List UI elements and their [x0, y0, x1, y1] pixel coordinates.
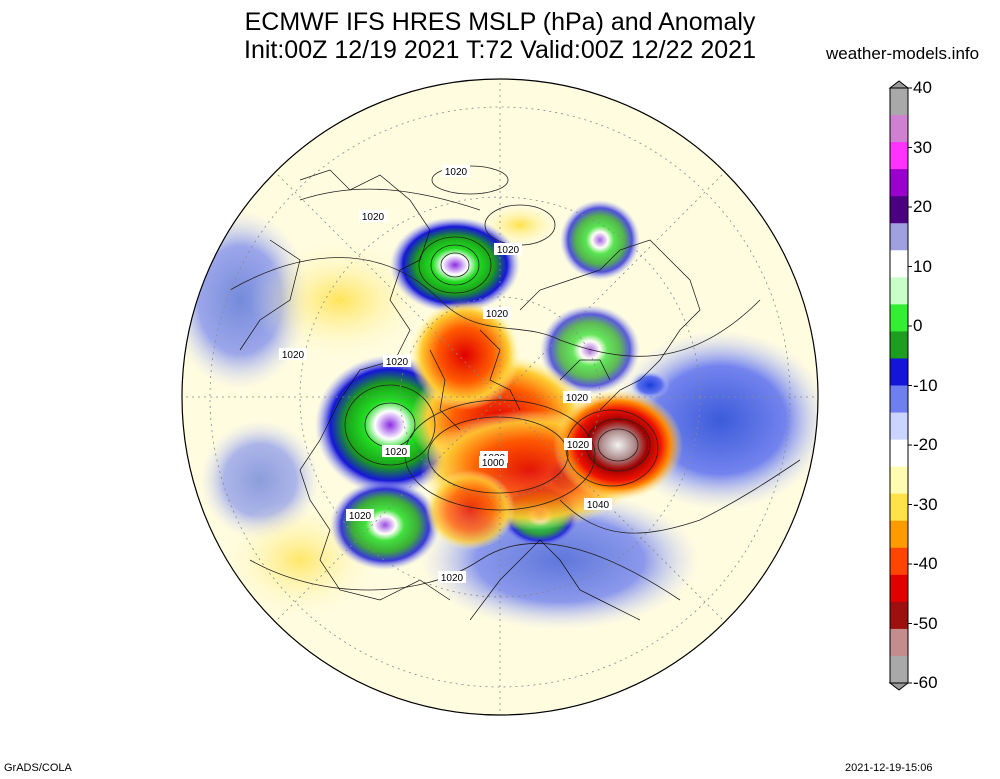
colorbar-swatch	[890, 331, 908, 359]
colorbar-top-arrow	[888, 80, 910, 89]
contour-label: 1000	[482, 458, 505, 469]
contour-label: 1020	[566, 393, 589, 404]
colorbar-swatch	[890, 466, 908, 495]
colorbar-swatch	[890, 169, 908, 197]
contour-label-bg	[346, 509, 374, 521]
contour-label-bg	[483, 307, 511, 319]
colorbar-swatch	[890, 358, 908, 386]
colorbar-swatch	[890, 628, 908, 657]
contour-label: 1020	[386, 357, 409, 368]
colorbar-swatch	[890, 250, 908, 278]
colorbar-swatch	[890, 601, 908, 630]
colorbar-tick-label: 20	[913, 197, 932, 216]
colorbar-swatch	[890, 385, 908, 414]
colorbar-tick-label: -40	[913, 554, 938, 573]
colorbar-swatch	[890, 115, 908, 143]
colorbar-swatch	[890, 223, 908, 251]
map-title: ECMWF IFS HRES MSLP (hPa) and Anomaly In…	[0, 8, 1000, 64]
colorbar-swatch	[890, 547, 908, 576]
contour-label-bg	[359, 210, 387, 222]
colorbar-tick-label: 10	[913, 256, 932, 276]
colorbar-swatch	[890, 304, 908, 332]
colorbar-tick-label: 0	[913, 316, 923, 335]
title-line-2: Init:00Z 12/19 2021 T:72 Valid:00Z 12/22…	[244, 36, 756, 64]
colorbar-tick-label: 30	[913, 137, 932, 157]
colorbar-tick-label: -20	[913, 435, 938, 454]
contour-label: 1020	[349, 511, 372, 522]
contour-label-bg	[494, 243, 522, 255]
colorbar-bottom-arrow	[888, 682, 910, 691]
colorbar-swatch	[890, 655, 908, 684]
contour-label: 1020	[282, 350, 305, 361]
colorbar-swatch	[890, 142, 908, 170]
colorbar-swatch	[890, 574, 908, 603]
contour-label: 1020	[486, 309, 509, 320]
contour-label: 1020	[362, 212, 385, 223]
colorbar-tick-label: -10	[913, 375, 938, 395]
generation-timestamp: 2021-12-19-15:06	[845, 762, 933, 774]
colorbar-swatch	[890, 493, 908, 522]
software-credit: GrADS/COLA	[4, 762, 72, 774]
site-credit: weather-models.info	[826, 44, 980, 63]
contour-label-bg	[382, 445, 410, 457]
colorbar-swatch	[890, 520, 908, 549]
map-border	[181, 78, 819, 716]
contour-label: 1020	[445, 167, 468, 178]
contour-label-bg	[279, 348, 307, 360]
colorbar-swatch	[890, 277, 908, 305]
colorbar-swatch	[890, 412, 908, 441]
colorbar-tick-label: -60	[913, 673, 938, 692]
contour-label: 1020	[441, 573, 464, 584]
contour-label: 1040	[587, 500, 610, 511]
contour-label-bg	[563, 391, 591, 403]
colorbar-tick-label: -30	[913, 494, 938, 514]
colorbar-tick-label: 40	[913, 78, 932, 97]
contour-label-bg	[564, 438, 592, 450]
colorbar-swatch	[890, 439, 908, 468]
contour-label-bg	[438, 571, 466, 583]
map-disc	[182, 79, 818, 715]
colorbar-swatch	[890, 196, 908, 224]
contour-label-bg	[442, 165, 470, 177]
colorbar-tick-label: -50	[913, 613, 938, 633]
contour-label-bg	[479, 456, 507, 468]
contour-label-bg	[383, 355, 411, 367]
contour-label: 1020	[385, 447, 408, 458]
contour-label: 1020	[567, 440, 590, 451]
title-line-1: ECMWF IFS HRES MSLP (hPa) and Anomaly	[244, 8, 756, 36]
colorbar	[888, 80, 912, 691]
contour-label-bg	[584, 498, 612, 510]
colorbar-swatch	[890, 88, 908, 116]
contour-labels: 1020 1020 1020 1020 1020 1020 1020 1020 1020 1020…	[279, 165, 612, 584]
contour-label: 1020	[497, 245, 520, 256]
